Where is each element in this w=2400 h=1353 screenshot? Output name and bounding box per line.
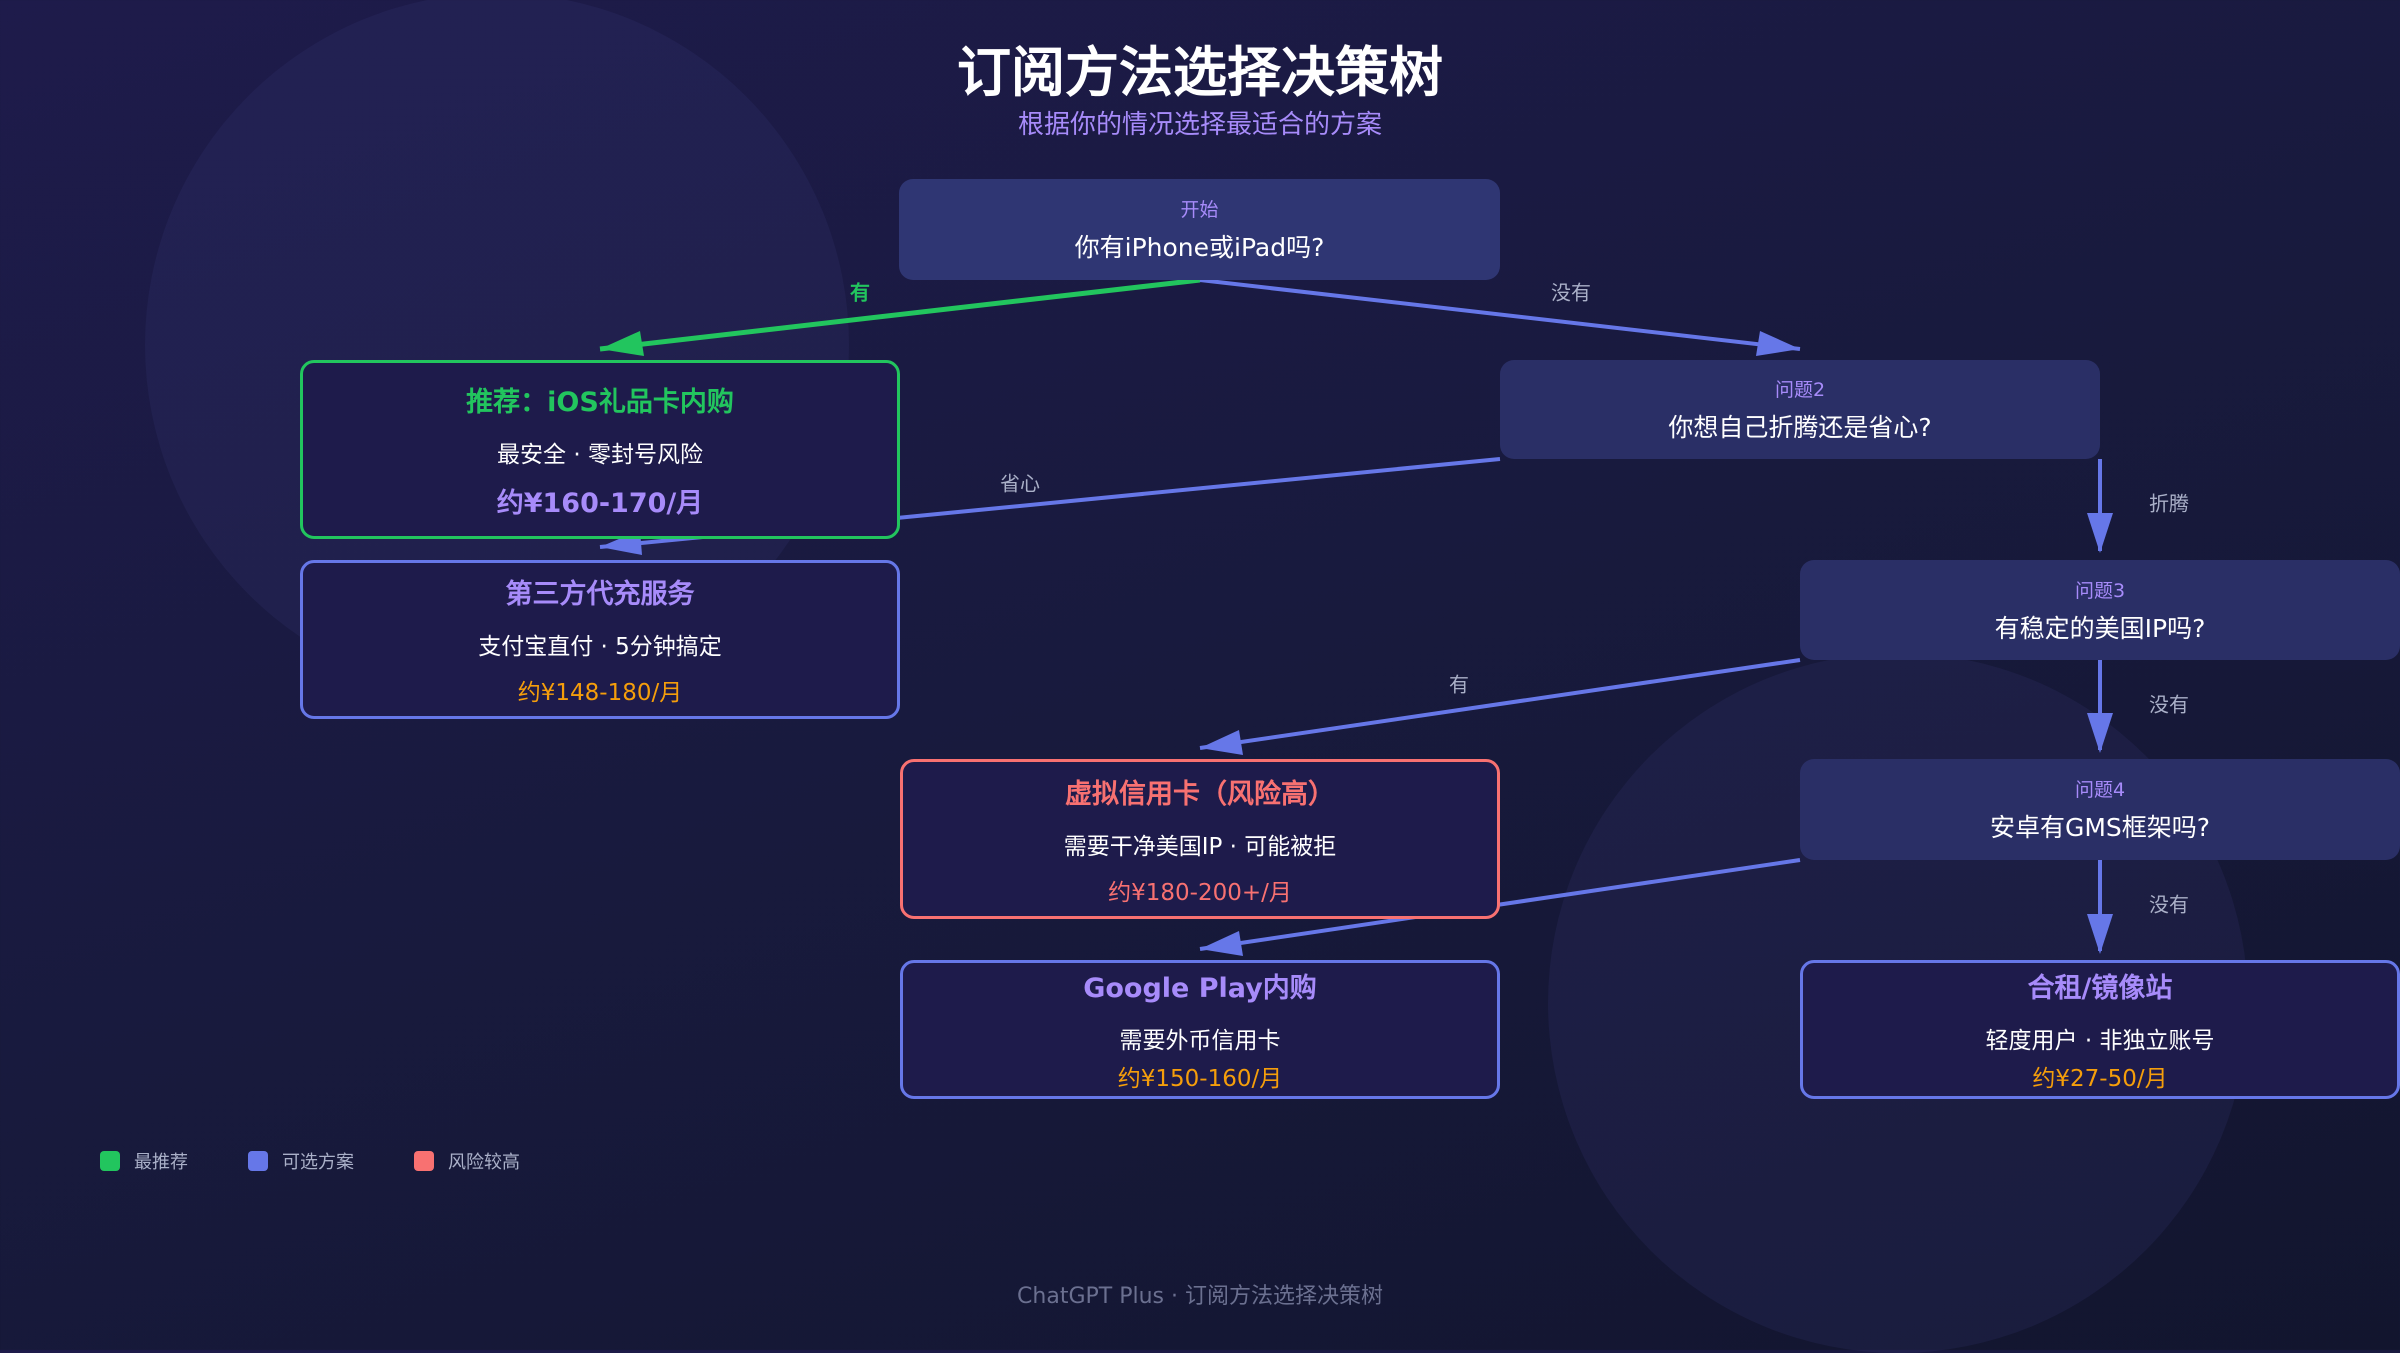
result-desc: 需要外币信用卡	[1119, 1028, 1281, 1054]
legend-label: 风险较高	[448, 1152, 520, 1173]
result-price: 约¥160-170/月	[496, 487, 704, 519]
legend-item-risk: 风险较高	[414, 1148, 520, 1174]
edge-label-start-no: 没有	[1551, 280, 1591, 305]
node-q4: 问题4 安卓有GMS框架吗?	[1800, 759, 2400, 860]
edge-start-yes	[599, 277, 1201, 356]
result-price: 约¥150-160/月	[1117, 1066, 1283, 1092]
node-start: 开始 你有iPhone或iPad吗?	[899, 179, 1500, 280]
node-q2: 问题2 你想自己折腾还是省心?	[1500, 360, 2100, 459]
node-question: 你想自己折腾还是省心?	[1668, 413, 1932, 442]
edge-q4-no	[2087, 860, 2113, 954]
result-title: 虚拟信用卡（风险高）	[1065, 778, 1335, 810]
result-price: 约¥180-200+/月	[1108, 879, 1292, 906]
legend-label: 最推荐	[134, 1152, 188, 1173]
result-title: 合租/镜像站	[2027, 973, 2173, 1004]
edge-label-q3-yes: 有	[1449, 672, 1469, 697]
result-desc: 轻度用户 · 非独立账号	[1985, 1028, 2215, 1054]
page-title: 订阅方法选择决策树	[957, 41, 1443, 104]
legend-label: 可选方案	[282, 1152, 354, 1173]
node-question: 安卓有GMS框架吗?	[1989, 813, 2211, 842]
result-desc: 需要干净美国IP · 可能被拒	[1063, 833, 1337, 860]
footer: ChatGPT Plus · 订阅方法选择决策树	[1017, 1284, 1383, 1309]
edge-q3-yes	[1199, 658, 1801, 755]
edge-q2-diy	[2087, 459, 2113, 553]
edge-label-q4-no: 没有	[2149, 892, 2189, 917]
edge-label-q2-diy: 折腾	[2149, 491, 2189, 516]
node-tag: 问题2	[1774, 379, 1826, 401]
result-desc: 最安全 · 零封号风险	[497, 441, 703, 468]
legend-item-recommended: 最推荐	[100, 1148, 188, 1174]
result-virtual-card: 虚拟信用卡（风险高） 需要干净美国IP · 可能被拒 约¥180-200+/月	[900, 759, 1500, 919]
node-tag: 开始	[1180, 199, 1219, 221]
edge-label-q3-no: 没有	[2149, 692, 2189, 717]
node-tag: 问题4	[2074, 779, 2126, 801]
result-third-party: 第三方代充服务 支付宝直付 · 5分钟搞定 约¥148-180/月	[300, 560, 900, 719]
node-q3: 问题3 有稳定的美国IP吗?	[1800, 560, 2400, 660]
result-shared-account: 合租/镜像站 轻度用户 · 非独立账号 约¥27-50/月	[1800, 960, 2400, 1099]
edge-label-start-yes: 有	[850, 280, 870, 305]
legend: 最推荐 可选方案 风险较高	[100, 1148, 520, 1174]
node-question: 你有iPhone或iPad吗?	[1074, 233, 1325, 262]
node-question: 有稳定的美国IP吗?	[1994, 613, 2206, 643]
edge-q4-yes	[1199, 858, 1801, 956]
result-desc: 支付宝直付 · 5分钟搞定	[478, 634, 722, 660]
edge-label-q2-easy: 省心	[1000, 471, 1040, 496]
result-title: 推荐：iOS礼品卡内购	[466, 386, 734, 418]
result-price: 约¥148-180/月	[517, 680, 683, 706]
page-subtitle: 根据你的情况选择最适合的方案	[1017, 110, 1382, 140]
result-price: 约¥27-50/月	[2032, 1066, 2168, 1092]
legend-swatch	[248, 1151, 268, 1171]
legend-swatch	[100, 1151, 120, 1171]
result-title: 第三方代充服务	[505, 579, 695, 610]
legend-item-optional: 可选方案	[248, 1148, 354, 1174]
edge-start-no	[1199, 278, 1801, 356]
legend-swatch	[414, 1151, 434, 1171]
node-tag: 问题3	[2074, 579, 2126, 602]
result-google-play: Google Play内购 需要外币信用卡 约¥150-160/月	[900, 960, 1500, 1099]
result-title: Google Play内购	[1083, 973, 1317, 1004]
edge-q3-no	[2087, 660, 2113, 753]
result-ios-gift-card: 推荐：iOS礼品卡内购 最安全 · 零封号风险 约¥160-170/月	[300, 360, 900, 539]
